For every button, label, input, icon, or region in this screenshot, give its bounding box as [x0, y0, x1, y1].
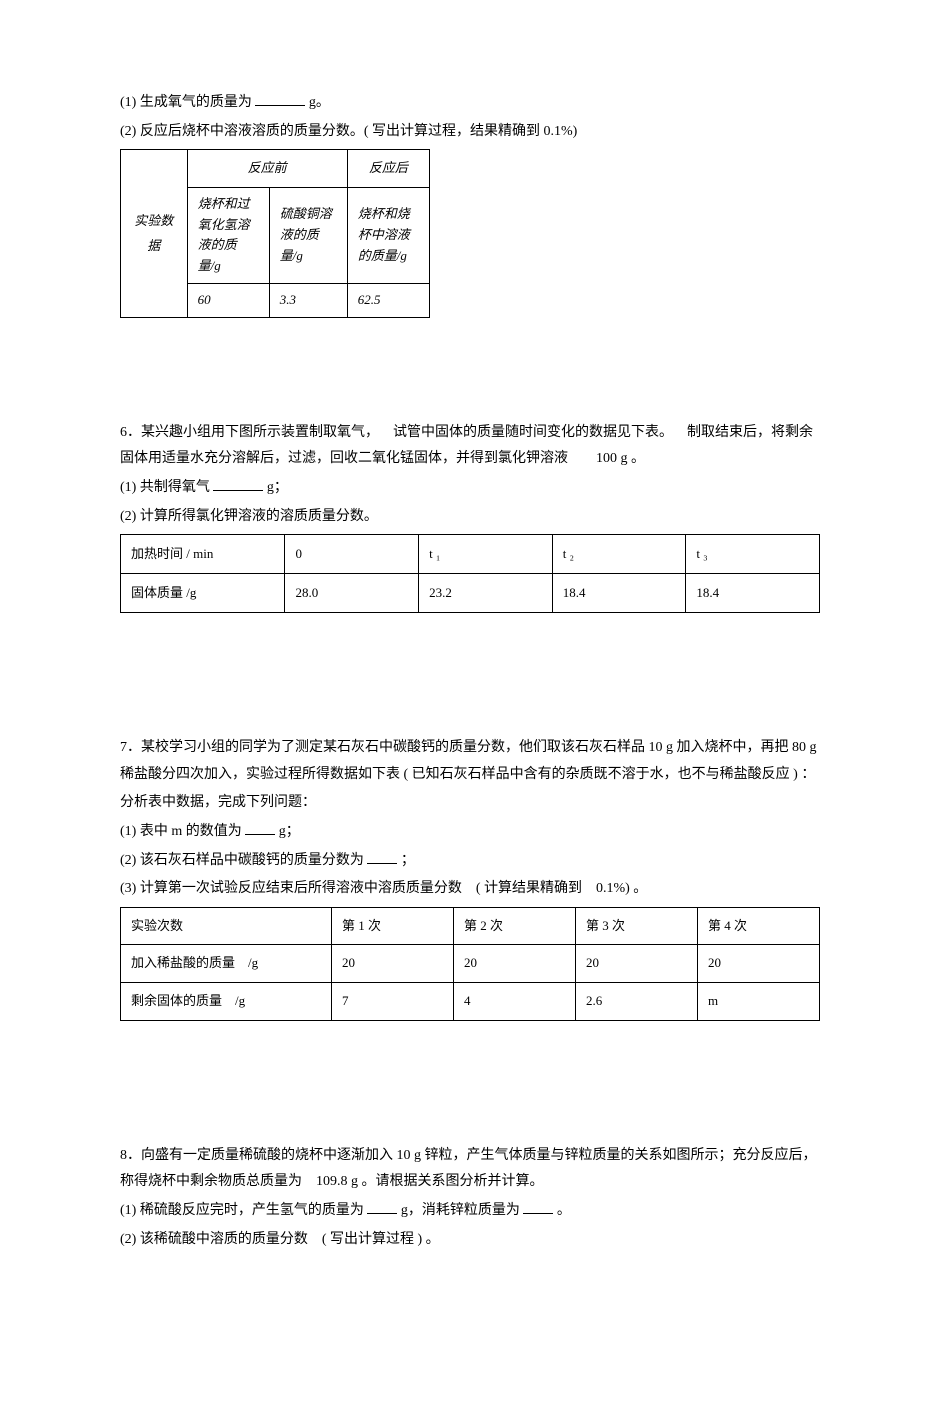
cell: 第 3 次: [576, 907, 698, 945]
table-row: 加入稀盐酸的质量 /g 20 20 20 20: [121, 945, 820, 983]
q7-table: 实验次数 第 1 次 第 2 次 第 3 次 第 4 次 加入稀盐酸的质量 /g…: [120, 907, 820, 1021]
cell: 20: [698, 945, 820, 983]
cell: 20: [454, 945, 576, 983]
table-row: 加热时间 / min 0 t ₁ t ₂ t ₃: [121, 535, 820, 574]
cell: 28.0: [285, 574, 419, 613]
q7-l2b: ；: [401, 853, 415, 868]
q6-l1a: (1) 共制得氧气: [120, 480, 210, 495]
q8-p1: 8．向盛有一定质量稀硫酸的烧杯中逐渐加入 10 g 锌粒，产生气体质量与锌粒质量…: [120, 1143, 825, 1196]
q5-hdr-before: 反应前: [187, 150, 347, 188]
cell: 4: [454, 983, 576, 1021]
cell: 23.2: [419, 574, 553, 613]
q8-line1: (1) 稀硫酸反应完时，产生氢气的质量为 g，消耗锌粒质量为 。: [120, 1198, 825, 1225]
q7-line1: (1) 表中 m 的数值为 g；: [120, 819, 825, 846]
question-7: 7．某校学习小组的同学为了测定某石灰石中碳酸钙的质量分数，他们取该石灰石样品 1…: [120, 735, 825, 1021]
spacer: [120, 1073, 825, 1143]
q6-l1b: g；: [267, 480, 288, 495]
table-row: 固体质量 /g 28.0 23.2 18.4 18.4: [121, 574, 820, 613]
q7-p1: 7．某校学习小组的同学为了测定某石灰石中碳酸钙的质量分数，他们取该石灰石样品 1…: [120, 735, 825, 788]
q6-line2: (2) 计算所得氯化钾溶液的溶质质量分数。: [120, 504, 825, 531]
cell: 7: [332, 983, 454, 1021]
cell: t ₁: [419, 535, 553, 574]
blank: [367, 863, 397, 864]
q7-line2: (2) 该石灰石样品中碳酸钙的质量分数为 ；: [120, 848, 825, 875]
q7-l1a: (1) 表中 m 的数值为: [120, 824, 242, 839]
cell: t ₂: [552, 535, 686, 574]
q5-v3: 62.5: [347, 284, 429, 318]
q7-l1b: g；: [279, 824, 300, 839]
q5-v1: 60: [187, 284, 269, 318]
q5-v2: 3.3: [269, 284, 347, 318]
cell: 2.6: [576, 983, 698, 1021]
q6-line1: (1) 共制得氧气 g；: [120, 475, 825, 502]
cell: 18.4: [552, 574, 686, 613]
cell: 18.4: [686, 574, 820, 613]
cell: t ₃: [686, 535, 820, 574]
spacer: [120, 370, 825, 420]
q5-c1: 烧杯和过氧化氢溶液的质量/g: [187, 187, 269, 283]
cell: 第 2 次: [454, 907, 576, 945]
blank: [367, 1213, 397, 1214]
q8-l1b: g，消耗锌粒质量为: [401, 1203, 520, 1218]
cell: 20: [576, 945, 698, 983]
q7-p2: 分析表中数据，完成下列问题：: [120, 790, 825, 817]
q6-table: 加热时间 / min 0 t ₁ t ₂ t ₃ 固体质量 /g 28.0 23…: [120, 534, 820, 613]
q5-line1: (1) 生成氧气的质量为 g。: [120, 90, 825, 117]
q7-l2a: (2) 该石灰石样品中碳酸钙的质量分数为: [120, 853, 364, 868]
blank: [523, 1213, 553, 1214]
table-row: 剩余固体的质量 /g 7 4 2.6 m: [121, 983, 820, 1021]
q5-l1a: (1) 生成氧气的质量为: [120, 95, 252, 110]
q5-line2: (2) 反应后烧杯中溶液溶质的质量分数。( 写出计算过程，结果精确到 0.1%): [120, 119, 825, 146]
question-6: 6．某兴趣小组用下图所示装置制取氧气， 试管中固体的质量随时间变化的数据见下表。…: [120, 420, 825, 613]
q5-c3: 烧杯和烧杯中溶液的质量/g: [347, 187, 429, 283]
q7-line3: (3) 计算第一次试验反应结束后所得溶液中溶质质量分数 ( 计算结果精确到 0.…: [120, 876, 825, 903]
cell: m: [698, 983, 820, 1021]
cell: 剩余固体的质量 /g: [121, 983, 332, 1021]
cell: 固体质量 /g: [121, 574, 285, 613]
cell: 实验次数: [121, 907, 332, 945]
blank: [245, 834, 275, 835]
cell: 加热时间 / min: [121, 535, 285, 574]
cell: 第 4 次: [698, 907, 820, 945]
question-5: (1) 生成氧气的质量为 g。 (2) 反应后烧杯中溶液溶质的质量分数。( 写出…: [120, 90, 825, 318]
q8-l1a: (1) 稀硫酸反应完时，产生氢气的质量为: [120, 1203, 364, 1218]
cell: 第 1 次: [332, 907, 454, 945]
blank: [255, 105, 305, 106]
question-8: 8．向盛有一定质量稀硫酸的烧杯中逐渐加入 10 g 锌粒，产生气体质量与锌粒质量…: [120, 1143, 825, 1253]
q6-p1: 6．某兴趣小组用下图所示装置制取氧气， 试管中固体的质量随时间变化的数据见下表。…: [120, 420, 825, 473]
q8-l1c: 。: [557, 1203, 571, 1218]
q5-table: 实验数据 反应前 反应后 烧杯和过氧化氢溶液的质量/g 硫酸铜溶液的质量/g 烧…: [120, 149, 430, 318]
q5-c2: 硫酸铜溶液的质量/g: [269, 187, 347, 283]
table-row: 实验次数 第 1 次 第 2 次 第 3 次 第 4 次: [121, 907, 820, 945]
q8-line2: (2) 该稀硫酸中溶质的质量分数 ( 写出计算过程 ) 。: [120, 1227, 825, 1254]
q5-rowlabel: 实验数据: [121, 150, 188, 318]
q5-l1b: g。: [309, 95, 330, 110]
cell: 20: [332, 945, 454, 983]
cell: 0: [285, 535, 419, 574]
cell: 加入稀盐酸的质量 /g: [121, 945, 332, 983]
spacer: [120, 665, 825, 735]
q5-hdr-after: 反应后: [347, 150, 429, 188]
blank: [213, 490, 263, 491]
